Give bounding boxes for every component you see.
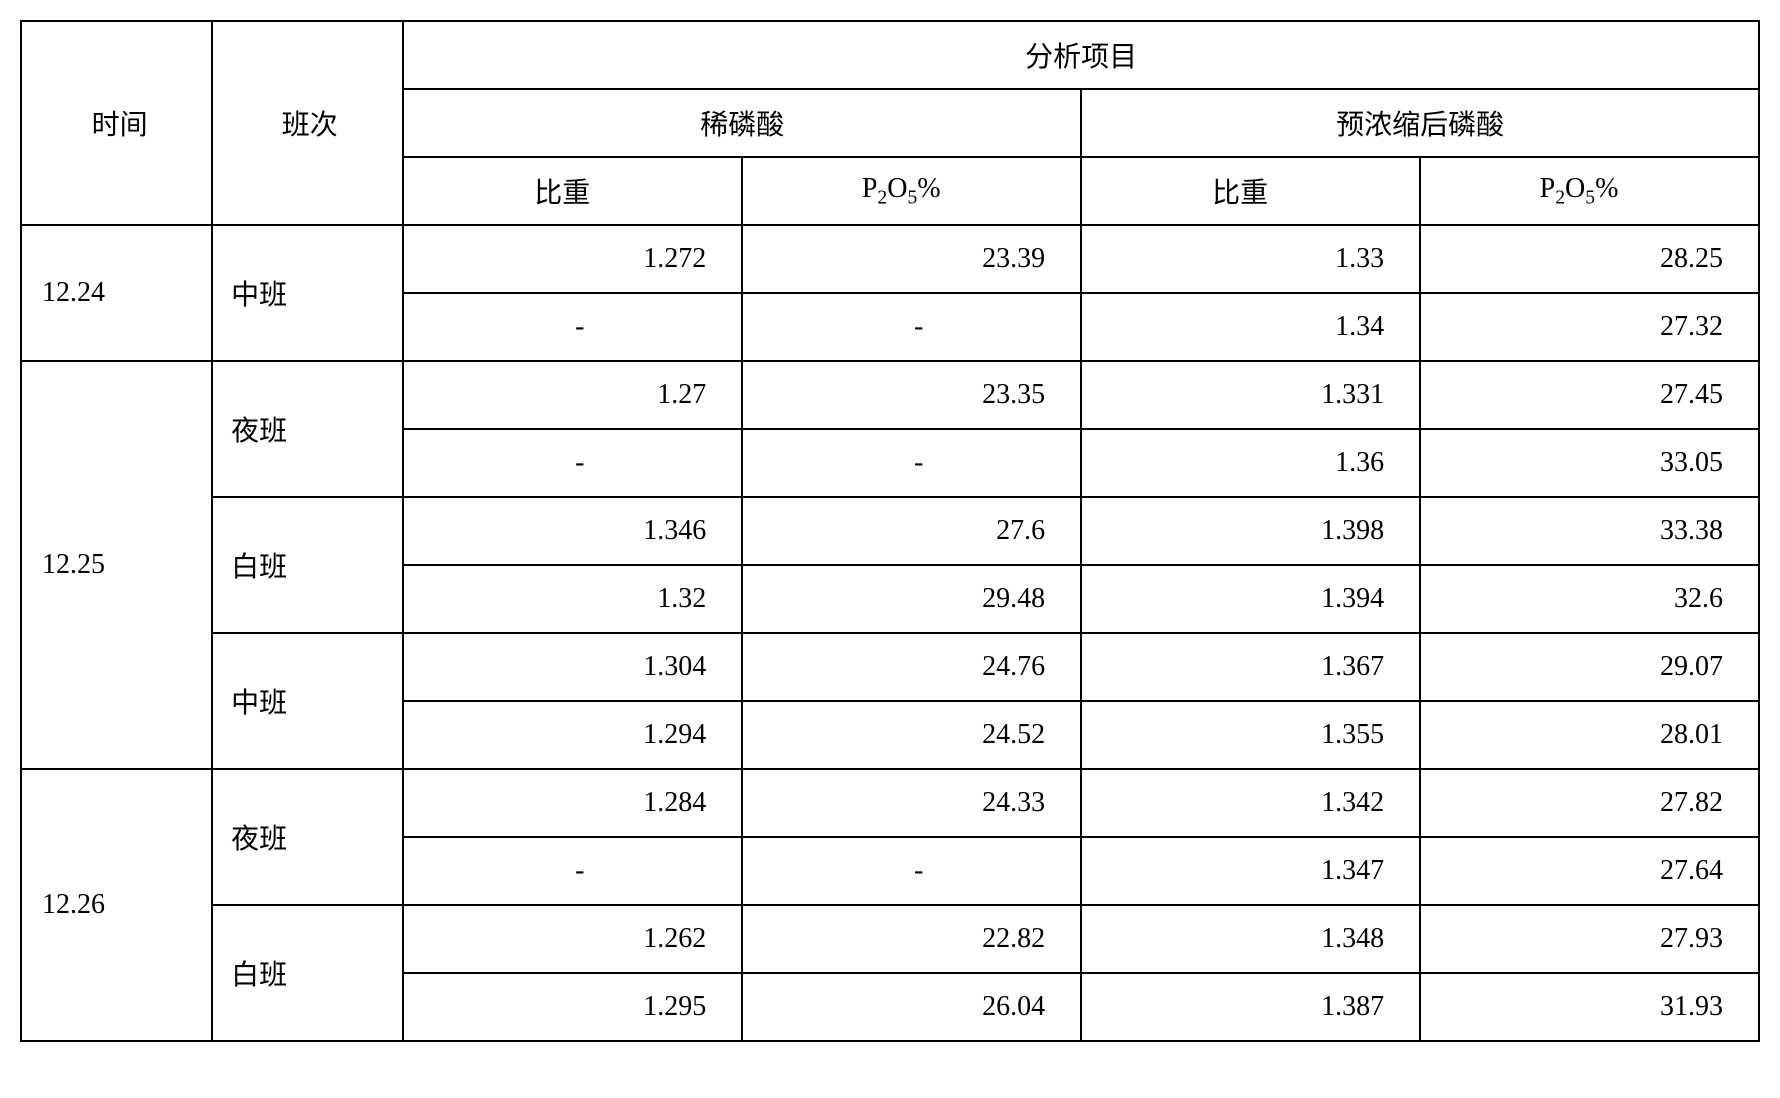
data-cell: 32.6 [1420, 565, 1759, 633]
data-cell: 27.93 [1420, 905, 1759, 973]
data-cell: 33.38 [1420, 497, 1759, 565]
header-concentrated-acid: 预浓缩后磷酸 [1081, 89, 1759, 157]
data-cell: 1.32 [403, 565, 742, 633]
data-cell: 1.342 [1081, 769, 1420, 837]
data-cell: 1.394 [1081, 565, 1420, 633]
data-cell: 27.82 [1420, 769, 1759, 837]
data-cell: 1.262 [403, 905, 742, 973]
data-cell: 1.387 [1081, 973, 1420, 1041]
shift-cell: 白班 [212, 497, 403, 633]
table-row: 12.25 夜班 1.27 23.35 1.331 27.45 [21, 361, 1759, 429]
table-row: 白班 1.262 22.82 1.348 27.93 [21, 905, 1759, 973]
table-header: 时间 班次 分析项目 稀磷酸 预浓缩后磷酸 比重 P2O5% 比重 P2O5% [21, 21, 1759, 225]
data-cell: 1.294 [403, 701, 742, 769]
data-cell: 27.64 [1420, 837, 1759, 905]
data-cell: 1.34 [1081, 293, 1420, 361]
data-cell: - [742, 293, 1081, 361]
data-cell: 27.32 [1420, 293, 1759, 361]
data-cell: 24.52 [742, 701, 1081, 769]
data-cell: 29.48 [742, 565, 1081, 633]
data-cell: 28.01 [1420, 701, 1759, 769]
data-cell: 23.39 [742, 225, 1081, 293]
header-time: 时间 [21, 21, 212, 225]
analysis-table: 时间 班次 分析项目 稀磷酸 预浓缩后磷酸 比重 P2O5% 比重 P2O5% … [20, 20, 1760, 1042]
data-cell: 27.6 [742, 497, 1081, 565]
date-cell: 12.25 [21, 361, 212, 769]
header-dilute-acid: 稀磷酸 [403, 89, 1081, 157]
data-cell: 1.272 [403, 225, 742, 293]
shift-cell: 夜班 [212, 361, 403, 497]
data-cell: - [403, 293, 742, 361]
header-conc-sg: 比重 [1081, 157, 1420, 225]
data-cell: 1.33 [1081, 225, 1420, 293]
date-cell: 12.26 [21, 769, 212, 1041]
date-cell: 12.24 [21, 225, 212, 361]
data-cell: 1.284 [403, 769, 742, 837]
data-cell: 1.398 [1081, 497, 1420, 565]
table-body: 12.24 中班 1.272 23.39 1.33 28.25 - - 1.34… [21, 225, 1759, 1041]
data-cell: 22.82 [742, 905, 1081, 973]
data-cell: 27.45 [1420, 361, 1759, 429]
data-cell: 31.93 [1420, 973, 1759, 1041]
data-cell: 1.295 [403, 973, 742, 1041]
data-cell: 29.07 [1420, 633, 1759, 701]
table-row: 中班 1.304 24.76 1.367 29.07 [21, 633, 1759, 701]
data-cell: - [403, 429, 742, 497]
data-cell: 1.36 [1081, 429, 1420, 497]
header-analysis: 分析项目 [403, 21, 1759, 89]
data-cell: 1.348 [1081, 905, 1420, 973]
data-cell: 24.33 [742, 769, 1081, 837]
data-cell: 1.355 [1081, 701, 1420, 769]
data-cell: 1.331 [1081, 361, 1420, 429]
header-row-1: 时间 班次 分析项目 [21, 21, 1759, 89]
data-cell: - [742, 429, 1081, 497]
data-cell: 1.27 [403, 361, 742, 429]
data-cell: 28.25 [1420, 225, 1759, 293]
shift-cell: 中班 [212, 633, 403, 769]
data-cell: - [403, 837, 742, 905]
shift-cell: 夜班 [212, 769, 403, 905]
shift-cell: 白班 [212, 905, 403, 1041]
header-dilute-sg: 比重 [403, 157, 742, 225]
data-cell: 1.367 [1081, 633, 1420, 701]
table-row: 12.24 中班 1.272 23.39 1.33 28.25 [21, 225, 1759, 293]
shift-cell: 中班 [212, 225, 403, 361]
table-row: 白班 1.346 27.6 1.398 33.38 [21, 497, 1759, 565]
table-row: 12.26 夜班 1.284 24.33 1.342 27.82 [21, 769, 1759, 837]
data-cell: 26.04 [742, 973, 1081, 1041]
data-cell: 23.35 [742, 361, 1081, 429]
data-cell: 33.05 [1420, 429, 1759, 497]
data-cell: 1.346 [403, 497, 742, 565]
data-cell: 1.347 [1081, 837, 1420, 905]
header-conc-p2o5: P2O5% [1420, 157, 1759, 225]
data-cell: - [742, 837, 1081, 905]
data-cell: 1.304 [403, 633, 742, 701]
data-cell: 24.76 [742, 633, 1081, 701]
header-shift: 班次 [212, 21, 403, 225]
header-dilute-p2o5: P2O5% [742, 157, 1081, 225]
